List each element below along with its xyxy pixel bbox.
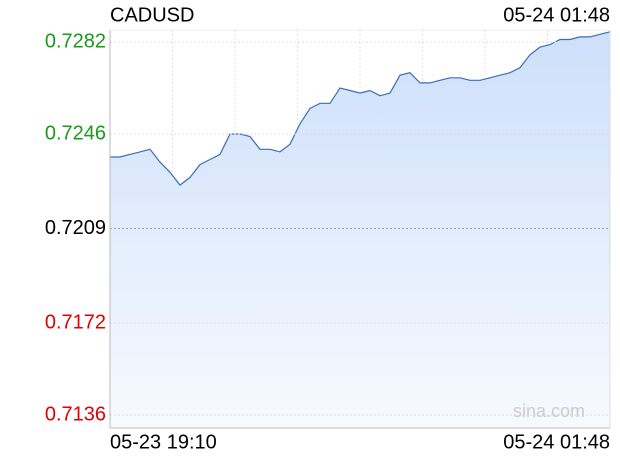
x-tick-label: 05-23 19:10 [110,431,217,453]
chart-title: CADUSD [110,4,194,26]
y-tick-label: 0.7209 [45,217,106,239]
area [110,31,610,429]
price-line [110,31,611,186]
timestamp: 05-24 01:48 [503,4,610,26]
watermark: sina.com [513,401,585,421]
y-tick-label: 0.7172 [45,311,106,333]
y-tick-label: 0.7246 [45,122,106,144]
x-tick-label: 05-24 01:48 [503,431,610,453]
y-tick-label: 0.7136 [45,403,106,425]
y-tick-label: 0.7282 [45,30,106,52]
